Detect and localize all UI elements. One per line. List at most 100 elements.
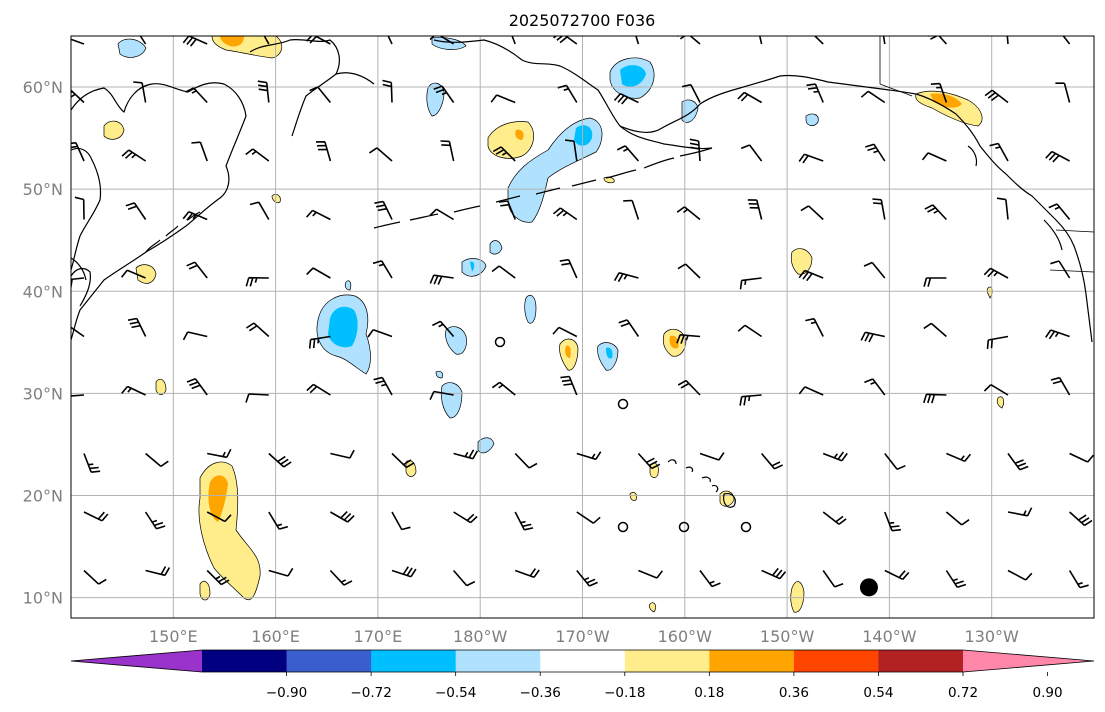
wind-barb: [268, 452, 292, 468]
lon-tick-label: 180°W: [453, 627, 508, 646]
wind-barb: [1055, 82, 1071, 103]
wind-barb: [368, 147, 393, 162]
wind-barb: [676, 206, 701, 221]
lon-tick-label: 140°W: [862, 627, 917, 646]
colorbar-tick-label: −0.54: [435, 685, 476, 701]
longitude-labels: 150°E 160°E 170°E 180°W 170°W 160°W 150°W 140°W…: [149, 627, 1019, 646]
wind-barb: [864, 378, 886, 396]
map-frame: [70, 35, 1095, 619]
colorbar-segment: [455, 650, 541, 672]
wind-barb: [613, 92, 639, 105]
wind-barb: [923, 393, 947, 404]
wind-barb: [315, 141, 332, 162]
wind-barb: [330, 449, 355, 459]
wind-barb: [71, 89, 85, 104]
wind-barb: [798, 153, 824, 164]
wind-barb: [798, 269, 824, 282]
wind-barb: [83, 569, 107, 585]
wind-barb: [1050, 376, 1071, 396]
colorbar-outline: [70, 649, 1095, 673]
wind-barb: [249, 201, 270, 220]
colorbar-segment: [878, 650, 964, 672]
wind-barb: [121, 385, 146, 396]
wind-barb: [367, 328, 393, 338]
lat-tick-label: 60°N: [23, 78, 63, 97]
wind-barb: [268, 511, 289, 530]
wind-barb: [689, 138, 701, 162]
wind-barb: [245, 393, 269, 403]
wind-barb: [1068, 570, 1089, 589]
wind-barb: [798, 386, 824, 396]
wind-barb: [1007, 569, 1033, 581]
wind-barb: [306, 383, 331, 396]
wind-barb: [120, 269, 146, 279]
wind-barb: [800, 205, 824, 221]
shaded-anomaly-regions: [103, 36, 1004, 613]
lon-tick-label: 170°W: [555, 627, 610, 646]
wind-barb: [127, 317, 147, 337]
wind-barb: [453, 449, 479, 460]
wind-barb: [1007, 507, 1033, 517]
wind-barb: [618, 319, 640, 337]
wind-barb: [822, 570, 844, 588]
wind-barb: [1045, 329, 1070, 340]
wind-barb: [1069, 511, 1093, 527]
wind-barb: [245, 276, 269, 287]
wind-barb: [125, 202, 147, 220]
wind-barb: [514, 568, 540, 579]
wind-barb: [884, 569, 910, 581]
wind-barb: [822, 511, 847, 525]
wind-barb: [924, 204, 947, 221]
wind-barb: [372, 260, 393, 279]
lon-tick-label: 150°E: [149, 627, 198, 646]
wind-barb: [677, 263, 701, 279]
wind-barb: [637, 452, 661, 470]
wind-barb: [206, 511, 232, 523]
wind-barb: [638, 569, 664, 579]
colorbar-tick-label: −0.36: [520, 685, 561, 701]
wind-barb: [1050, 260, 1071, 279]
wind-barb: [309, 86, 332, 104]
wind-barb: [552, 207, 578, 221]
wind-barb: [676, 334, 701, 344]
wind-barb: [565, 139, 578, 162]
wind-barb: [498, 200, 516, 220]
wind-barb: [391, 511, 411, 531]
wind-barb: [576, 511, 601, 524]
wind-barb: [681, 83, 701, 103]
wind-barb: [945, 570, 967, 589]
wind-barb: [984, 89, 1009, 104]
wind-barb: [860, 331, 885, 343]
colorbar-extend-low: [71, 650, 202, 672]
lon-tick-label: 150°W: [760, 627, 815, 646]
wind-barb: [492, 146, 516, 162]
colorbar-segment: [793, 650, 879, 672]
calm-circle: [678, 521, 690, 533]
wind-barb: [186, 378, 208, 396]
wind-barb: [263, 36, 270, 45]
wind-barb: [83, 511, 109, 522]
wind-barb: [699, 570, 721, 588]
wind-barb: [1069, 452, 1094, 463]
wind-barb: [884, 453, 906, 471]
wind-barb: [921, 152, 947, 162]
colorbar: −0.90 −0.72 −0.54 −0.36 −0.18 0.18 0.36 0.54 0.7…: [70, 649, 1095, 701]
colorbar-segment: [709, 650, 795, 672]
lon-tick-label: 130°W: [965, 627, 1020, 646]
wind-barb: [245, 322, 270, 338]
wind-barb: [71, 277, 85, 289]
colorbar-segment: [202, 650, 288, 672]
colorbar-extend-high: [963, 650, 1094, 672]
wind-barb: [511, 36, 516, 45]
calm-circle: [617, 398, 629, 410]
wind-barb: [257, 80, 270, 103]
wind-barb: [452, 569, 476, 587]
lon-tick-label: 160°E: [251, 627, 300, 646]
colorbar-segment: [371, 650, 457, 672]
wind-barb: [144, 511, 166, 530]
wind-barb: [576, 451, 602, 461]
wind-barb: [182, 331, 208, 341]
wind-barb: [373, 376, 393, 396]
wind-barb: [1045, 150, 1070, 163]
wind-barb: [989, 142, 1009, 162]
